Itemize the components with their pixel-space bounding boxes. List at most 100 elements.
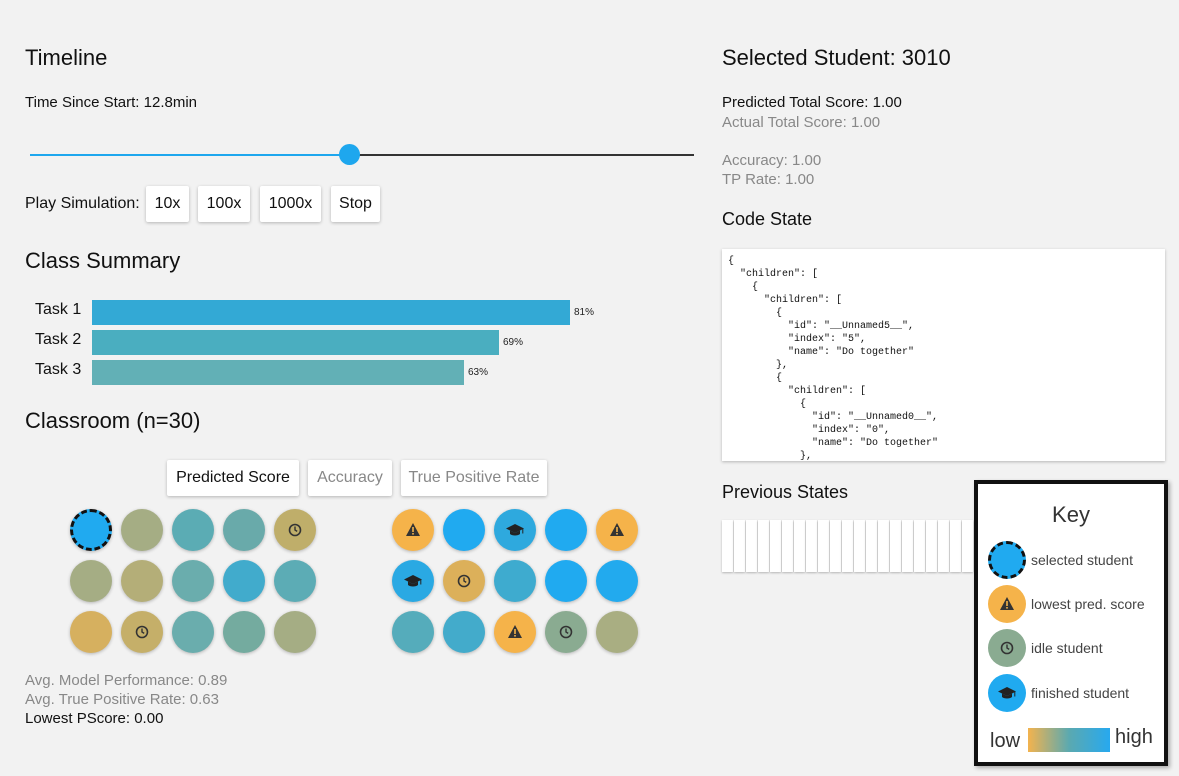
student-circle[interactable] (274, 560, 316, 602)
timeline-title: Timeline (25, 45, 108, 70)
previous-state-item[interactable] (902, 520, 913, 572)
student-circle[interactable] (494, 611, 536, 653)
previous-state-item[interactable] (818, 520, 829, 572)
task-label: Task 1 (35, 301, 82, 318)
actual-total-score: Actual Total Score: 1.00 (722, 114, 881, 131)
key-swatch (988, 629, 1026, 667)
speed-10x-button[interactable]: 10x (146, 186, 189, 222)
stop-button[interactable]: Stop (331, 186, 380, 222)
student-circle[interactable] (596, 509, 638, 551)
clock-icon (559, 625, 573, 639)
previous-state-item[interactable] (962, 520, 973, 572)
slider-track-filled (30, 154, 349, 156)
slider-thumb[interactable] (339, 144, 360, 165)
tab-predicted-score[interactable]: Predicted Score (167, 460, 299, 496)
score-gradient (1028, 728, 1110, 752)
task-value: 63% (468, 367, 489, 378)
student-circle[interactable] (596, 560, 638, 602)
previous-state-item[interactable] (734, 520, 745, 572)
student-circle[interactable] (443, 560, 485, 602)
slider-track-empty (349, 154, 694, 156)
student-circle[interactable] (70, 611, 112, 653)
key-label: finished student (1031, 685, 1130, 701)
previous-state-item[interactable] (890, 520, 901, 572)
key-title: Key (1052, 502, 1090, 527)
student-circle[interactable] (545, 560, 587, 602)
previous-state-item[interactable] (878, 520, 889, 572)
tab-accuracy[interactable]: Accuracy (308, 460, 392, 496)
key-label: idle student (1031, 640, 1103, 656)
student-circle[interactable] (121, 611, 163, 653)
previous-state-item[interactable] (950, 520, 961, 572)
predicted-total-score: Predicted Total Score: 1.00 (722, 94, 902, 111)
student-circle[interactable] (596, 611, 638, 653)
key-label: selected student (1031, 552, 1133, 568)
key-swatch (988, 541, 1026, 579)
previous-state-item[interactable] (938, 520, 949, 572)
student-circle[interactable] (274, 611, 316, 653)
graduation-cap-icon (505, 522, 525, 538)
student-circle[interactable] (443, 509, 485, 551)
lowest-pscore: Lowest PScore: 0.00 (25, 710, 164, 727)
speed-100x-button[interactable]: 100x (198, 186, 250, 222)
warning-icon (507, 624, 523, 640)
previous-state-item[interactable] (758, 520, 769, 572)
student-circle[interactable] (545, 611, 587, 653)
student-circle[interactable] (70, 560, 112, 602)
graduation-cap-icon (997, 685, 1017, 701)
selected-student-title: Selected Student: 3010 (722, 45, 951, 70)
student-circle[interactable] (70, 509, 112, 551)
key-label: lowest pred. score (1031, 596, 1145, 612)
code-state-panel[interactable]: { "children": [ { "children": [ { "id": … (722, 249, 1165, 461)
student-circle[interactable] (392, 509, 434, 551)
student-circle[interactable] (223, 560, 265, 602)
student-circle[interactable] (172, 611, 214, 653)
clock-icon (288, 523, 302, 537)
student-circle[interactable] (121, 509, 163, 551)
graduation-cap-icon (403, 573, 423, 589)
task-value: 81% (574, 307, 595, 318)
classroom-title: Classroom (n=30) (25, 408, 201, 433)
accuracy-value: Accuracy: 1.00 (722, 152, 822, 169)
warning-icon (609, 522, 625, 538)
student-circle[interactable] (121, 560, 163, 602)
previous-state-item[interactable] (866, 520, 877, 572)
task-bar (92, 360, 464, 385)
previous-state-item[interactable] (722, 520, 733, 572)
warning-icon (999, 596, 1015, 612)
class-summary-title: Class Summary (25, 248, 181, 273)
tp-rate-value: TP Rate: 1.00 (722, 171, 815, 188)
task-bar (92, 300, 570, 325)
student-circle[interactable] (172, 560, 214, 602)
student-circle[interactable] (223, 611, 265, 653)
speed-1000x-button[interactable]: 1000x (260, 186, 321, 222)
previous-state-item[interactable] (782, 520, 793, 572)
student-circle[interactable] (172, 509, 214, 551)
previous-state-item[interactable] (770, 520, 781, 572)
task-label: Task 2 (35, 331, 82, 348)
tab-true-positive-rate[interactable]: True Positive Rate (401, 460, 547, 496)
key-swatch (988, 674, 1026, 712)
student-circle[interactable] (392, 560, 434, 602)
previous-state-item[interactable] (746, 520, 757, 572)
previous-state-item[interactable] (854, 520, 865, 572)
student-circle[interactable] (274, 509, 316, 551)
student-circle[interactable] (223, 509, 265, 551)
student-circle[interactable] (494, 509, 536, 551)
previous-state-item[interactable] (842, 520, 853, 572)
previous-state-item[interactable] (914, 520, 925, 572)
previous-state-item[interactable] (830, 520, 841, 572)
key-swatch (988, 585, 1026, 623)
timeline-slider[interactable] (30, 143, 694, 167)
student-circle[interactable] (545, 509, 587, 551)
previous-state-item[interactable] (794, 520, 805, 572)
previous-state-item[interactable] (806, 520, 817, 572)
student-circle[interactable] (494, 560, 536, 602)
task-label: Task 3 (35, 361, 82, 378)
task-bar (92, 330, 499, 355)
student-circle[interactable] (443, 611, 485, 653)
previous-state-item[interactable] (926, 520, 937, 572)
avg-model-performance: Avg. Model Performance: 0.89 (25, 672, 228, 689)
avg-true-positive-rate: Avg. True Positive Rate: 0.63 (25, 691, 219, 708)
student-circle[interactable] (392, 611, 434, 653)
